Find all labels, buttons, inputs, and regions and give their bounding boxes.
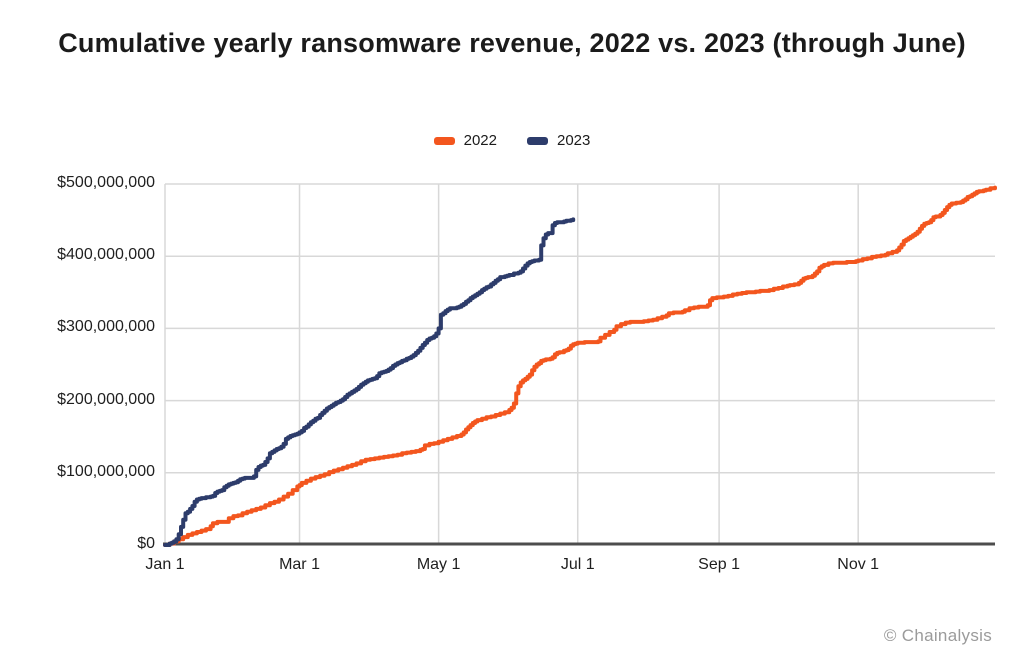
x-tick-label: May 1 bbox=[416, 556, 461, 573]
plot-area bbox=[163, 183, 997, 547]
x-tick-label: Jul 1 bbox=[560, 556, 595, 573]
y-tick-label: $0 bbox=[137, 535, 155, 552]
legend-label: 2022 bbox=[463, 132, 497, 149]
legend-item-2023: 2023 bbox=[527, 132, 590, 149]
x-tick-label: Jan 1 bbox=[145, 556, 185, 573]
x-tick-label: Sep 1 bbox=[698, 556, 740, 573]
y-tick-label: $200,000,000 bbox=[57, 390, 155, 408]
legend-swatch-icon bbox=[433, 136, 455, 145]
y-tick-label: $400,000,000 bbox=[57, 246, 155, 264]
y-tick-label: $300,000,000 bbox=[57, 318, 155, 336]
attribution-text: © Chainalysis bbox=[883, 626, 992, 645]
x-tick-label: Mar 1 bbox=[279, 556, 320, 573]
y-tick-label: $500,000,000 bbox=[57, 174, 155, 191]
legend-label: 2023 bbox=[557, 132, 591, 149]
series-line-2023 bbox=[163, 217, 576, 547]
legend-swatch-icon bbox=[527, 136, 548, 145]
y-tick-label: $100,000,000 bbox=[57, 462, 155, 480]
series-line-2022 bbox=[163, 185, 997, 547]
x-tick-label: Nov 1 bbox=[837, 556, 880, 573]
chart-title: Cumulative yearly ransomware revenue, 20… bbox=[58, 28, 966, 58]
legend: 2022 2023 bbox=[0, 132, 1024, 149]
legend-item-2022: 2022 bbox=[433, 132, 497, 149]
